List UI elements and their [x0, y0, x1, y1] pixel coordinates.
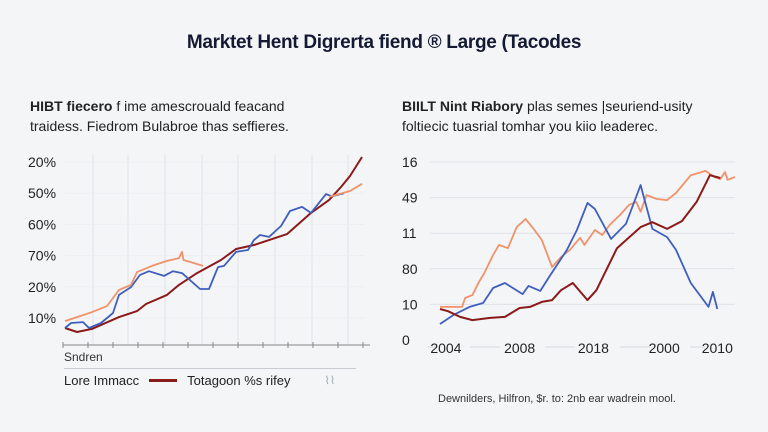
legend-item-1: Lore Immacc	[64, 373, 140, 388]
y-tick-label: 10	[402, 296, 418, 312]
legend: Lore Immacc Totagoon %s rifey ⌇⌇	[64, 373, 335, 388]
series-line-orange	[64, 251, 204, 322]
legend-item-2: Totagoon %s rifey	[187, 373, 291, 388]
right-subtitle-rest: plas semes |seuriend-usity	[523, 98, 693, 114]
y-tick-label: 20%	[28, 279, 56, 295]
y-tick-label: 11	[402, 225, 417, 241]
y-tick-label: 50%	[28, 185, 56, 201]
left-subtitle: HIBT fiecero f ime amescrouald feacand t…	[30, 96, 289, 136]
y-tick-label: 20%	[28, 154, 56, 170]
x-tick-label: 2010	[702, 340, 733, 356]
left-subtitle-bold: HIBT fiecero	[30, 98, 113, 114]
y-tick-label: 10%	[28, 310, 56, 326]
y-tick-label: 49	[402, 190, 418, 206]
left-subtitle-rest: f ime amescrouald feacand	[112, 98, 285, 114]
series-line-orange	[328, 183, 363, 198]
series-line-blue	[64, 192, 345, 329]
series-line-darkred	[439, 174, 721, 322]
left-subtitle-line2: traidess. Fiedrom Bulabroe thas seffiere…	[30, 118, 289, 134]
footnote: Dewnilders, Hilfron, $r. to: 2nb ear wad…	[438, 393, 676, 405]
y-tick-label: 70%	[28, 248, 56, 264]
legend-divider	[64, 368, 356, 369]
chart-glyph-icon: ⌇⌇	[324, 375, 336, 387]
series-line-darkred	[64, 156, 363, 333]
right-subtitle: BIILT Nint Riabory plas semes |seuriend-…	[402, 96, 692, 136]
right-subtitle-line2: foltiecic tuasrial tomhar you kiio leade…	[402, 118, 659, 134]
legend-swatch-darkred	[149, 379, 178, 382]
y-tick-label: 0	[402, 332, 410, 348]
y-tick-label: 60%	[28, 216, 56, 232]
x-tick-label: 2000	[649, 340, 680, 356]
x-tick-label: 2004	[430, 340, 461, 356]
left-x-axis-label: Sndren	[64, 350, 103, 364]
series-line-orange	[440, 170, 736, 308]
x-tick-label: 2018	[578, 340, 609, 356]
series-line-blue	[439, 184, 719, 325]
y-tick-label: 80	[402, 261, 418, 277]
right-subtitle-bold: BIILT Nint Riabory	[402, 98, 524, 114]
chart-title: Marktet Hent Digrerta fiend ® Large (Tac…	[186, 32, 582, 53]
x-tick-label: 2008	[504, 340, 535, 356]
y-tick-label: 16	[402, 154, 418, 170]
